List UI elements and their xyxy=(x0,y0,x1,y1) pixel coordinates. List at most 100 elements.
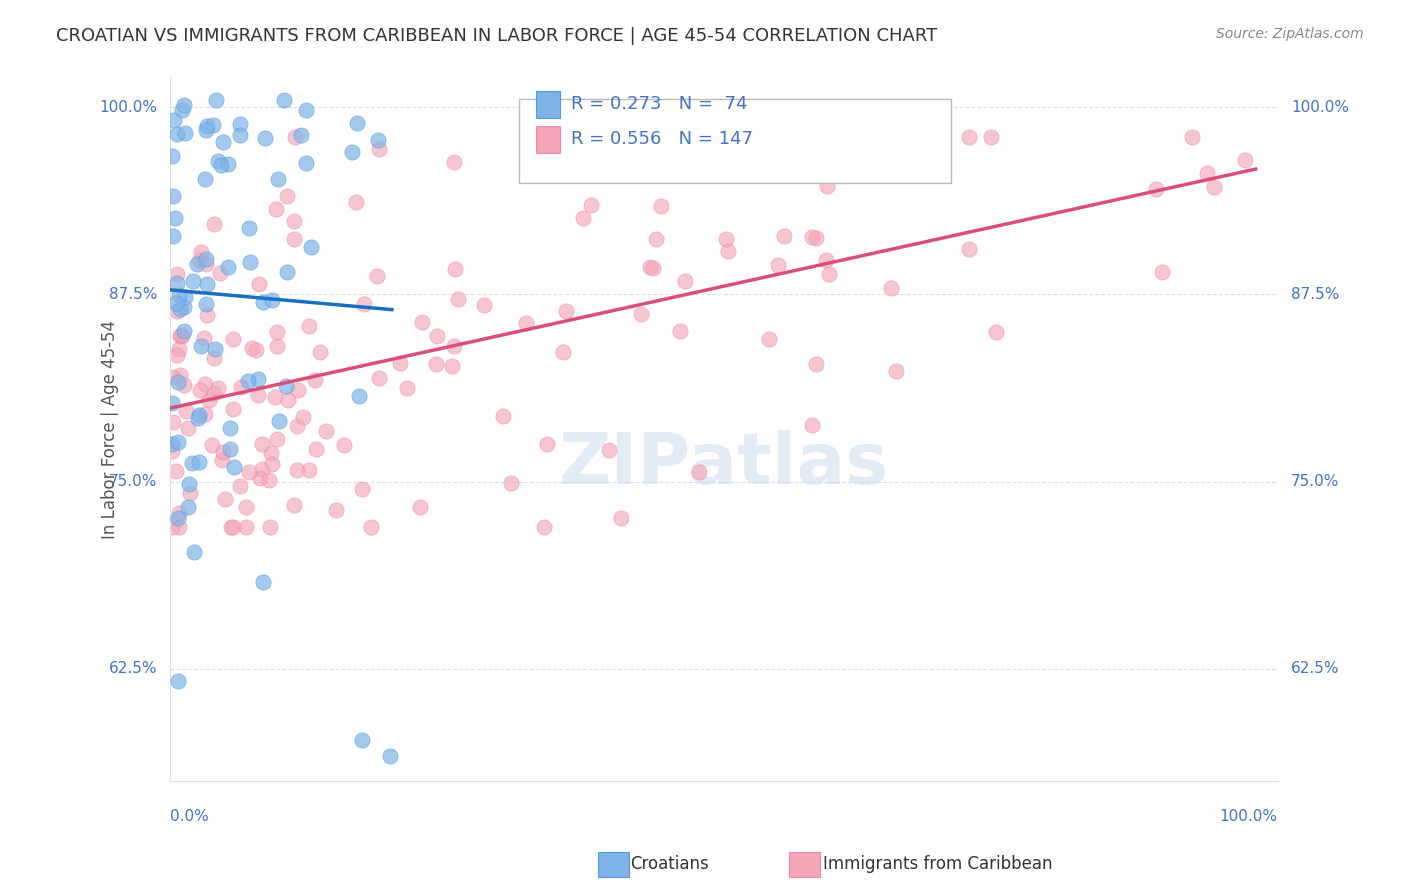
Immigrants from Caribbean xyxy=(266,432,288,446)
Bar xyxy=(536,126,560,153)
Text: 100.0%: 100.0% xyxy=(1220,809,1278,824)
Immigrants from Caribbean xyxy=(245,343,267,357)
Immigrants from Caribbean xyxy=(247,277,270,292)
Croatians xyxy=(274,378,297,392)
Immigrants from Caribbean xyxy=(553,344,575,359)
Croatians xyxy=(160,148,183,162)
Croatians xyxy=(170,103,193,117)
Immigrants from Caribbean xyxy=(572,211,595,225)
Immigrants from Caribbean xyxy=(179,486,201,500)
Immigrants from Caribbean xyxy=(238,466,260,480)
Croatians xyxy=(187,455,209,469)
Text: In Labor Force | Age 45-54: In Labor Force | Age 45-54 xyxy=(101,319,118,539)
Immigrants from Caribbean xyxy=(249,471,271,485)
Immigrants from Caribbean xyxy=(177,421,200,435)
Croatians xyxy=(238,374,260,388)
Immigrants from Caribbean xyxy=(277,393,299,408)
Immigrants from Caribbean xyxy=(638,260,661,275)
Croatians xyxy=(188,409,211,423)
Croatians xyxy=(211,135,233,149)
Immigrants from Caribbean xyxy=(472,298,495,312)
Immigrants from Caribbean xyxy=(193,376,215,391)
Text: Source: ZipAtlas.com: Source: ZipAtlas.com xyxy=(1216,27,1364,41)
Croatians xyxy=(167,375,190,389)
Croatians xyxy=(262,293,284,307)
Immigrants from Caribbean xyxy=(173,377,195,392)
Croatians xyxy=(177,476,200,491)
Immigrants from Caribbean xyxy=(260,446,283,460)
Croatians xyxy=(219,421,242,435)
Immigrants from Caribbean xyxy=(792,150,814,164)
Croatians xyxy=(252,294,274,309)
Immigrants from Caribbean xyxy=(758,332,780,346)
Croatians xyxy=(378,749,401,764)
Croatians xyxy=(162,396,184,410)
Croatians xyxy=(228,118,250,132)
Immigrants from Caribbean xyxy=(447,293,470,307)
Immigrants from Caribbean xyxy=(669,324,692,338)
Immigrants from Caribbean xyxy=(284,130,307,145)
Immigrants from Caribbean xyxy=(673,274,696,288)
Croatians xyxy=(165,211,187,225)
Croatians xyxy=(169,301,191,316)
Immigrants from Caribbean xyxy=(426,328,449,343)
Immigrants from Caribbean xyxy=(264,202,287,216)
Text: ZIPatlas: ZIPatlas xyxy=(560,430,889,499)
Immigrants from Caribbean xyxy=(411,315,433,329)
Immigrants from Caribbean xyxy=(710,130,733,145)
Immigrants from Caribbean xyxy=(815,178,838,193)
Immigrants from Caribbean xyxy=(717,244,740,259)
Immigrants from Caribbean xyxy=(536,437,558,451)
Croatians xyxy=(295,155,318,169)
Croatians xyxy=(163,112,186,127)
Immigrants from Caribbean xyxy=(610,511,633,525)
Croatians xyxy=(186,257,208,271)
Croatians xyxy=(183,545,205,559)
Immigrants from Caribbean xyxy=(409,500,432,514)
Immigrants from Caribbean xyxy=(202,217,225,231)
Croatians xyxy=(228,128,250,143)
Croatians xyxy=(173,98,195,112)
Croatians xyxy=(166,510,188,524)
Immigrants from Caribbean xyxy=(165,464,187,478)
Immigrants from Caribbean xyxy=(440,359,463,373)
Immigrants from Caribbean xyxy=(222,332,245,346)
Croatians xyxy=(290,128,312,143)
Immigrants from Caribbean xyxy=(188,252,211,267)
Croatians xyxy=(346,116,368,130)
Croatians xyxy=(167,434,190,449)
Croatians xyxy=(166,276,188,290)
Croatians xyxy=(174,289,197,303)
Immigrants from Caribbean xyxy=(957,130,980,145)
Immigrants from Caribbean xyxy=(160,444,183,458)
Immigrants from Caribbean xyxy=(250,462,273,476)
Immigrants from Caribbean xyxy=(1144,182,1167,196)
Immigrants from Caribbean xyxy=(773,228,796,243)
Immigrants from Caribbean xyxy=(235,500,257,514)
Text: 75.0%: 75.0% xyxy=(108,475,157,489)
Immigrants from Caribbean xyxy=(820,161,842,176)
Immigrants from Caribbean xyxy=(957,242,980,256)
Croatians xyxy=(187,411,209,425)
Immigrants from Caribbean xyxy=(201,438,224,452)
Immigrants from Caribbean xyxy=(190,245,212,260)
Croatians xyxy=(173,301,195,315)
Immigrants from Caribbean xyxy=(166,268,188,282)
Croatians xyxy=(224,459,246,474)
Immigrants from Caribbean xyxy=(980,130,1002,145)
Immigrants from Caribbean xyxy=(170,329,193,343)
Croatians xyxy=(246,372,269,386)
Immigrants from Caribbean xyxy=(1181,130,1204,145)
Immigrants from Caribbean xyxy=(1152,265,1174,279)
Croatians xyxy=(162,189,184,203)
Croatians xyxy=(195,119,218,133)
Text: 75.0%: 75.0% xyxy=(1291,475,1340,489)
Immigrants from Caribbean xyxy=(817,267,839,281)
Immigrants from Caribbean xyxy=(332,438,354,452)
Text: 100.0%: 100.0% xyxy=(1291,100,1348,115)
Croatians xyxy=(340,145,363,159)
Croatians xyxy=(166,127,188,141)
Immigrants from Caribbean xyxy=(353,297,375,311)
Immigrants from Caribbean xyxy=(443,155,465,169)
Immigrants from Caribbean xyxy=(212,445,235,459)
